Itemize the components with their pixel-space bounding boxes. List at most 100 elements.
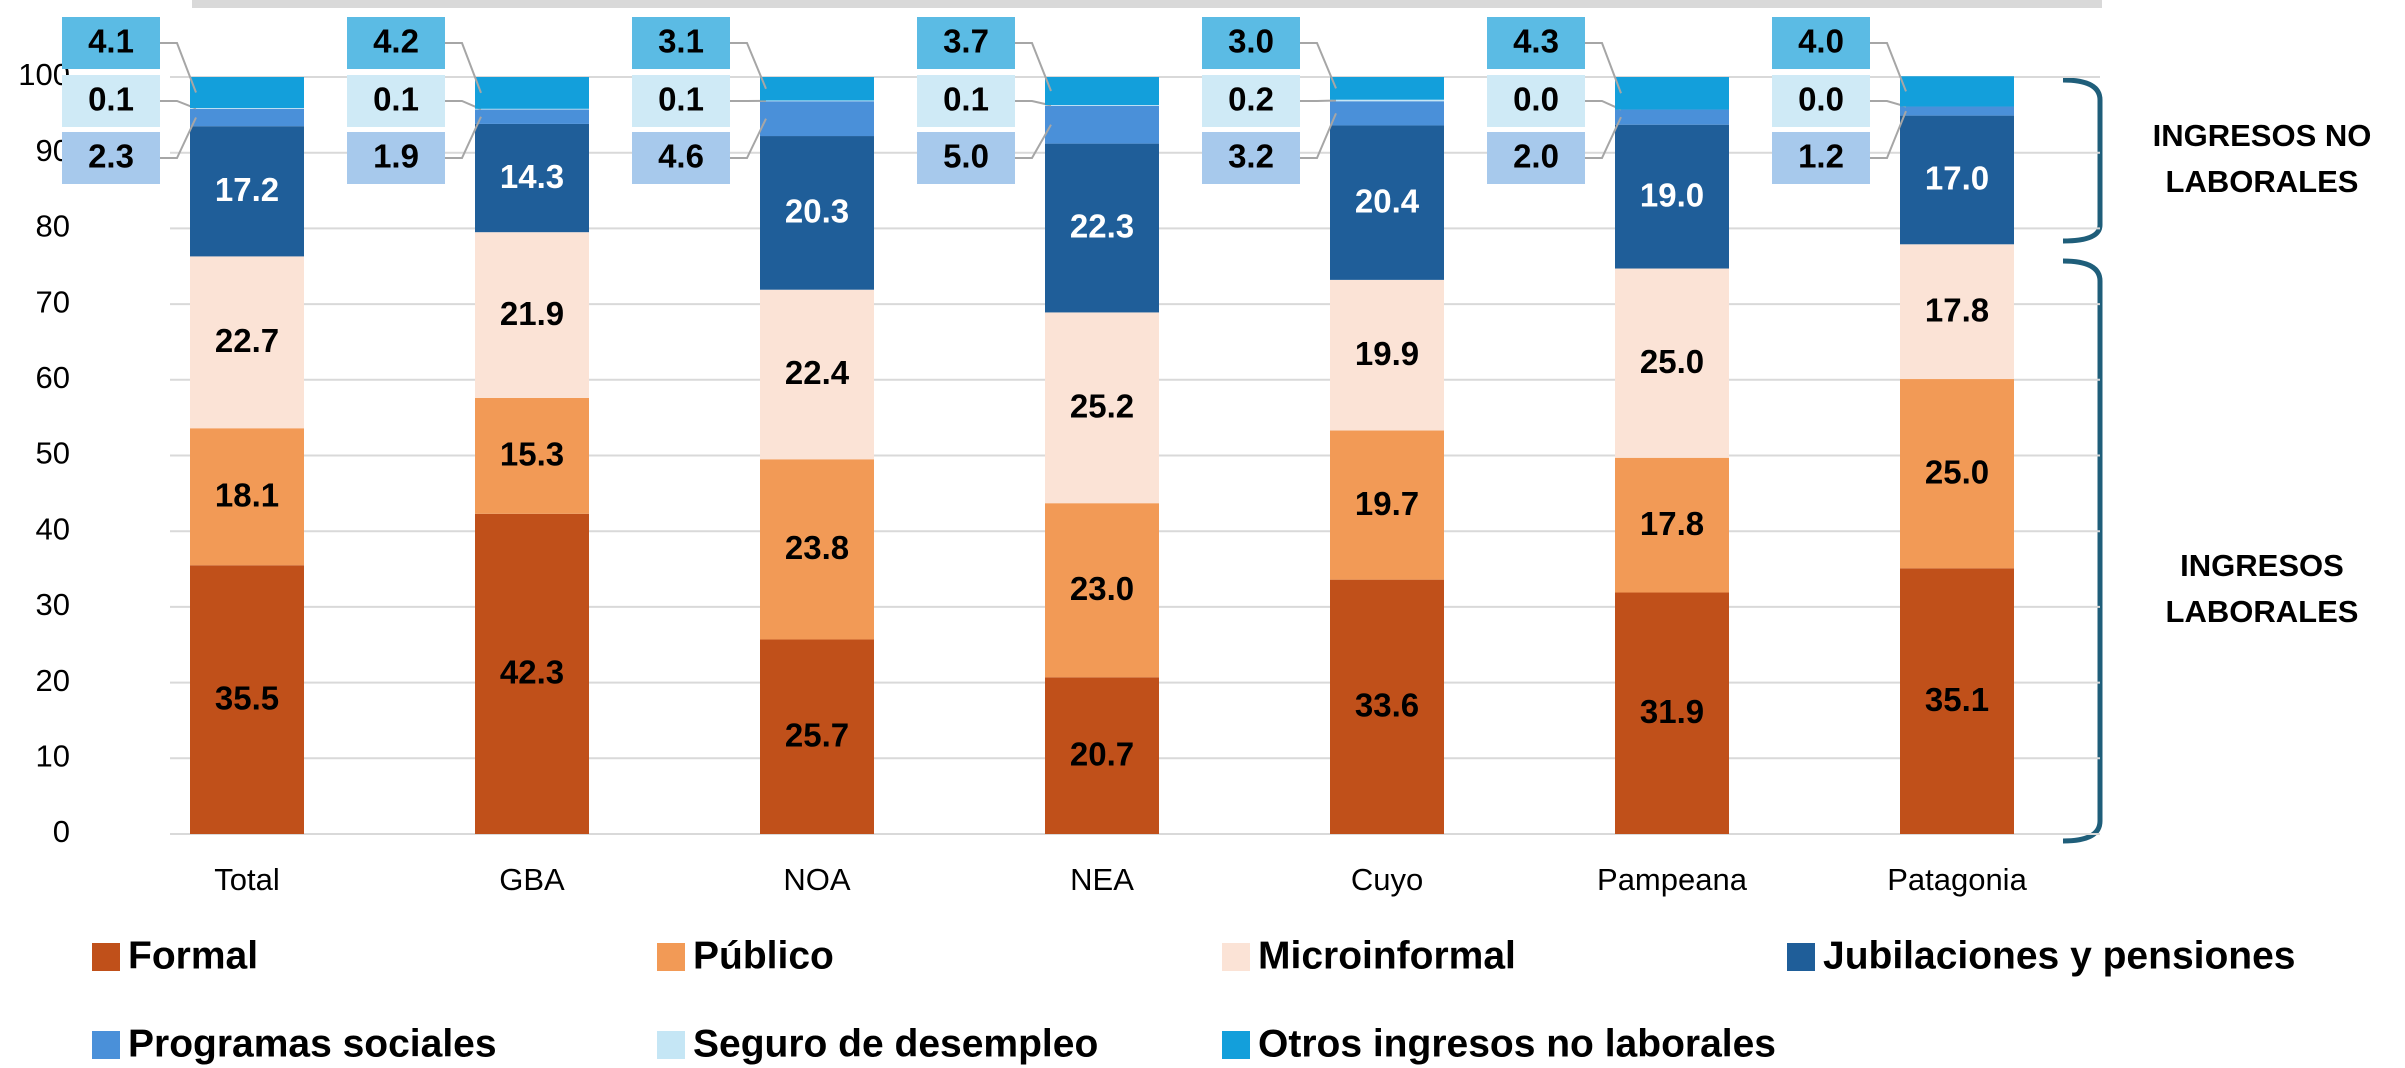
y-tick-label: 70 (36, 284, 70, 319)
data-label: 33.6 (1355, 687, 1419, 724)
bar-segment (475, 123, 589, 233)
data-label: 20.3 (785, 193, 849, 230)
bar-segment (190, 428, 304, 566)
data-label: 0.0 (1798, 81, 1844, 118)
bar-segment (1615, 124, 1729, 269)
bar-segment (475, 77, 589, 109)
callout-box (632, 75, 730, 127)
bar-segment (190, 108, 304, 109)
data-label: 42.3 (500, 654, 564, 691)
bar-segment (190, 256, 304, 429)
y-tick-label: 10 (36, 738, 70, 773)
brace-lower (2062, 258, 2103, 844)
leader-line (1015, 100, 1052, 107)
data-label: 17.8 (1640, 505, 1704, 542)
bar-segment (1045, 143, 1159, 313)
legend-swatch (92, 943, 120, 971)
bar-segment (190, 77, 304, 109)
callout-box (1487, 17, 1585, 69)
leader-line (160, 42, 197, 93)
x-tick-label: GBA (499, 862, 565, 897)
leader-line (445, 42, 482, 94)
data-label: 0.1 (943, 81, 989, 118)
legend-label: Programas sociales (128, 1022, 497, 1065)
x-tick-label: Total (214, 862, 279, 897)
bar-segment (1900, 76, 2014, 107)
data-label: 21.9 (500, 295, 564, 332)
data-label: 22.3 (1070, 208, 1134, 245)
legend-swatch (657, 943, 685, 971)
bar-segment (475, 397, 589, 514)
bar-segment (190, 108, 304, 127)
data-label: 3.0 (1228, 23, 1274, 60)
bar-segment (1330, 77, 1444, 100)
y-tick-label: 60 (36, 360, 70, 395)
callout-box (1772, 17, 1870, 69)
callout-box (1202, 17, 1300, 69)
bar-segment (1330, 579, 1444, 834)
top-band (192, 0, 2102, 8)
data-label: 31.9 (1640, 693, 1704, 730)
bar-segment (1045, 105, 1159, 106)
bar-segment (760, 639, 874, 834)
data-label: 25.0 (1640, 343, 1704, 380)
bar-segment (1900, 379, 2014, 569)
data-label: 22.4 (785, 354, 850, 391)
leader-line (730, 118, 767, 159)
y-tick-label: 50 (36, 436, 70, 471)
callout-box (917, 17, 1015, 69)
callout-box (917, 75, 1015, 127)
callout-box (62, 132, 160, 184)
leader-line (1870, 110, 1907, 159)
bar-segment (760, 136, 874, 290)
data-label: 19.9 (1355, 335, 1419, 372)
legend-label: Formal (128, 934, 258, 977)
bar-segment (475, 513, 589, 834)
data-label: 3.1 (658, 23, 704, 60)
leader-line (160, 100, 197, 110)
callout-box (1202, 75, 1300, 127)
data-label: 19.0 (1640, 176, 1704, 213)
y-tick-label: 0 (53, 814, 70, 849)
legend-swatch (1222, 1031, 1250, 1059)
callout-box (1772, 132, 1870, 184)
bar-segment (760, 101, 874, 137)
bar-segment (1330, 101, 1444, 126)
bar-segment (1900, 244, 2014, 380)
data-label: 25.7 (785, 716, 849, 753)
y-tick-label: 40 (36, 511, 70, 546)
annotation: INGRESOS NO LABORALES (2152, 118, 2372, 199)
bar-segment (475, 109, 589, 124)
bar-segment (1045, 677, 1159, 834)
y-tick-label: 100 (18, 57, 70, 92)
y-tick-label: 30 (36, 587, 70, 622)
bar-segment (1045, 503, 1159, 678)
data-label: 4.0 (1798, 23, 1844, 60)
data-label: 0.1 (88, 81, 134, 118)
data-label: 22.7 (215, 322, 279, 359)
callout-box (347, 17, 445, 69)
legend-label: Otros ingresos no laborales (1258, 1022, 1776, 1065)
brace-upper (2062, 77, 2103, 244)
data-label: 4.6 (658, 138, 704, 175)
data-label: 15.3 (500, 436, 564, 473)
data-label: 5.0 (943, 138, 989, 175)
bar-segment (1330, 125, 1444, 280)
data-label: 35.5 (215, 679, 279, 716)
callout-box (62, 17, 160, 69)
legend-label: Seguro de desempleo (693, 1022, 1098, 1065)
x-tick-label: NEA (1070, 862, 1134, 897)
data-label: 19.7 (1355, 485, 1419, 522)
leader-line (730, 42, 767, 90)
data-label: 3.7 (943, 23, 989, 60)
legend-swatch (1222, 943, 1250, 971)
data-label: 20.7 (1070, 735, 1134, 772)
legend-swatch (657, 1031, 685, 1059)
data-label: 0.2 (1228, 81, 1274, 118)
data-label: 25.2 (1070, 388, 1134, 425)
bar-segment (190, 126, 304, 257)
callout-box (62, 75, 160, 127)
legend-swatch (1787, 943, 1815, 971)
bar-segment (190, 565, 304, 834)
